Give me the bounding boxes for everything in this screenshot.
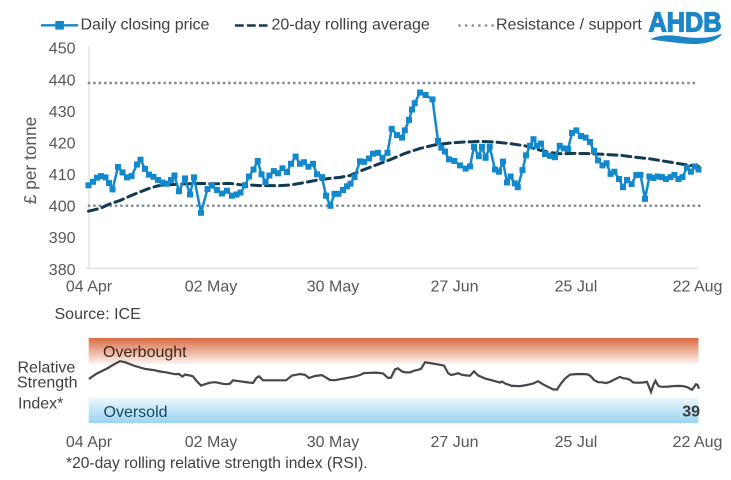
svg-text:30 May: 30 May xyxy=(307,434,359,451)
svg-text:Index*: Index* xyxy=(18,396,63,413)
svg-text:02 May: 02 May xyxy=(185,279,237,296)
svg-text:22 Aug: 22 Aug xyxy=(673,434,723,451)
svg-text:430: 430 xyxy=(49,104,76,121)
svg-text:39: 39 xyxy=(682,404,700,421)
svg-text:440: 440 xyxy=(49,72,76,89)
svg-text:420: 420 xyxy=(49,136,76,153)
svg-text:£ per tonne: £ per tonne xyxy=(20,117,40,204)
svg-text:20-day rolling average: 20-day rolling average xyxy=(272,17,430,34)
svg-text:25 Jul: 25 Jul xyxy=(555,279,598,296)
svg-text:380: 380 xyxy=(49,262,76,279)
svg-text:390: 390 xyxy=(49,230,76,247)
svg-text:400: 400 xyxy=(49,199,76,216)
svg-text:30 May: 30 May xyxy=(307,279,359,296)
svg-text:04 Apr: 04 Apr xyxy=(66,279,113,296)
svg-text:Oversold: Oversold xyxy=(104,404,168,421)
svg-text:Source: ICE: Source: ICE xyxy=(55,306,141,323)
svg-text:Relative: Relative xyxy=(18,360,76,377)
svg-text:22 Aug: 22 Aug xyxy=(673,279,723,296)
svg-text:02 May: 02 May xyxy=(185,434,237,451)
svg-text:*20-day rolling relative stren: *20-day rolling relative strength index … xyxy=(66,455,368,472)
svg-text:25 Jul: 25 Jul xyxy=(555,434,598,451)
svg-text:Resistance / support: Resistance / support xyxy=(496,17,642,34)
svg-text:Daily closing price: Daily closing price xyxy=(81,17,210,34)
svg-text:410: 410 xyxy=(49,167,76,184)
svg-text:27 Jun: 27 Jun xyxy=(430,279,478,296)
svg-text:Overbought: Overbought xyxy=(103,344,187,361)
svg-text:450: 450 xyxy=(49,41,76,58)
svg-text:AHDB: AHDB xyxy=(649,7,722,38)
svg-text:Strength: Strength xyxy=(17,375,77,392)
svg-text:04 Apr: 04 Apr xyxy=(66,434,113,451)
svg-text:27 Jun: 27 Jun xyxy=(430,434,478,451)
